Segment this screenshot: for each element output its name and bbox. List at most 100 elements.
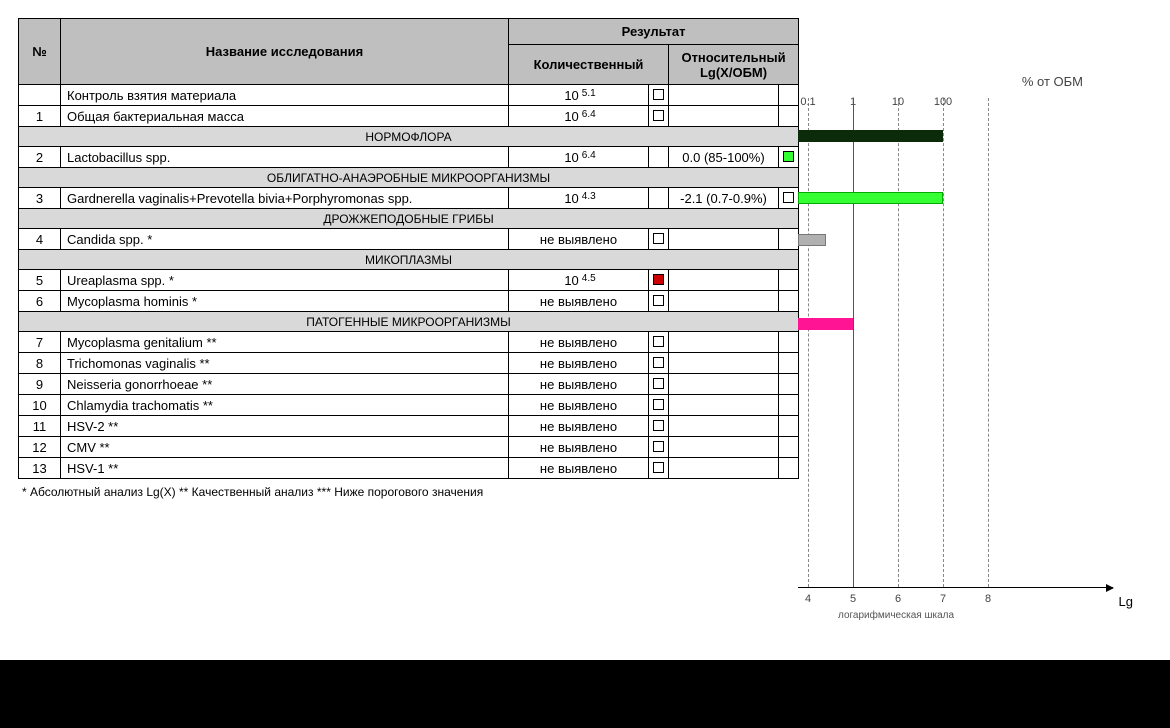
status-marker — [653, 336, 664, 347]
row-mark2 — [779, 147, 799, 168]
row-mark — [649, 437, 669, 458]
row-mark2 — [779, 332, 799, 353]
tick-bottom: 4 — [805, 593, 811, 605]
tick-bottom: 6 — [895, 593, 901, 605]
row-name: HSV-1 ** — [61, 458, 509, 479]
row-name: Mycoplasma genitalium ** — [61, 332, 509, 353]
row-qty: 106.4 — [509, 147, 649, 168]
status-marker — [653, 441, 664, 452]
row-name: Chlamydia trachomatis ** — [61, 395, 509, 416]
table-row: 7Mycoplasma genitalium **не выявлено — [19, 332, 799, 353]
section-row: ДРОЖЖЕПОДОБНЫЕ ГРИБЫ — [19, 209, 799, 229]
row-name: Контроль взятия материала — [61, 85, 509, 106]
row-mark2 — [779, 458, 799, 479]
row-qty: не выявлено — [509, 291, 649, 312]
row-qty: не выявлено — [509, 353, 649, 374]
row-qty: не выявлено — [509, 395, 649, 416]
status-marker — [653, 399, 664, 410]
row-mark — [649, 106, 669, 127]
qty-base: 10 — [564, 273, 578, 288]
row-qty: не выявлено — [509, 416, 649, 437]
qty-text: не выявлено — [540, 377, 617, 392]
row-rel — [669, 106, 779, 127]
row-num: 10 — [19, 395, 61, 416]
qty-base: 10 — [564, 191, 578, 206]
tick-bottom: 5 — [850, 593, 856, 605]
table-row: 3Gardnerella vaginalis+Prevotella bivia+… — [19, 188, 799, 209]
row-mark2 — [779, 85, 799, 106]
row-num: 5 — [19, 270, 61, 291]
section-title: НОРМОФЛОРА — [19, 127, 799, 147]
row-name: Neisseria gonorrhoeae ** — [61, 374, 509, 395]
row-mark2 — [779, 229, 799, 250]
status-marker — [653, 233, 664, 244]
row-mark — [649, 229, 669, 250]
section-row: ПАТОГЕННЫЕ МИКРООРГАНИЗМЫ — [19, 312, 799, 332]
row-name: Mycoplasma hominis * — [61, 291, 509, 312]
results-table-container: № Название исследования Результат Количе… — [18, 18, 798, 652]
section-title: МИКОПЛАЗМЫ — [19, 250, 799, 270]
header-result: Результат — [509, 19, 799, 45]
status-marker — [653, 378, 664, 389]
row-mark2 — [779, 437, 799, 458]
row-num — [19, 85, 61, 106]
row-mark — [649, 416, 669, 437]
row-qty: не выявлено — [509, 437, 649, 458]
row-name: Gardnerella vaginalis+Prevotella bivia+P… — [61, 188, 509, 209]
row-mark — [649, 291, 669, 312]
qty-text: не выявлено — [540, 356, 617, 371]
qty-text: не выявлено — [540, 440, 617, 455]
header-num: № — [19, 19, 61, 85]
row-num: 11 — [19, 416, 61, 437]
row-name: CMV ** — [61, 437, 509, 458]
table-row: 12CMV ** не выявлено — [19, 437, 799, 458]
header-qty: Количественный — [509, 45, 669, 85]
row-mark — [649, 270, 669, 291]
row-qty: 104.5 — [509, 270, 649, 291]
row-rel — [669, 270, 779, 291]
status-marker — [653, 462, 664, 473]
chart-bar — [798, 192, 943, 204]
row-name: Ureaplasma spp. * — [61, 270, 509, 291]
log-scale-label: логарифмическая шкала — [838, 610, 954, 621]
row-qty: не выявлено — [509, 374, 649, 395]
section-title: ДРОЖЖЕПОДОБНЫЕ ГРИБЫ — [19, 209, 799, 229]
row-mark2 — [779, 270, 799, 291]
status-marker — [783, 192, 794, 203]
qty-base: 10 — [564, 150, 578, 165]
row-qty: не выявлено — [509, 458, 649, 479]
table-row: 10Chlamydia trachomatis **не выявлено — [19, 395, 799, 416]
status-marker — [653, 274, 664, 285]
grid-line — [943, 98, 944, 587]
tick-top: 0.1 — [800, 96, 815, 108]
row-qty: 105.1 — [509, 85, 649, 106]
row-mark — [649, 332, 669, 353]
section-row: МИКОПЛАЗМЫ — [19, 250, 799, 270]
row-num: 12 — [19, 437, 61, 458]
row-rel: 0.0 (85-100%) — [669, 147, 779, 168]
row-mark — [649, 85, 669, 106]
row-mark2 — [779, 353, 799, 374]
qty-base: 10 — [564, 88, 578, 103]
qty-exp: 6.4 — [582, 150, 596, 161]
row-mark2 — [779, 106, 799, 127]
row-rel — [669, 229, 779, 250]
grid-line — [898, 98, 899, 587]
qty-text: не выявлено — [540, 461, 617, 476]
chart-bar — [798, 234, 826, 246]
table-row: 8Trichomonas vaginalis **не выявлено — [19, 353, 799, 374]
row-rel — [669, 416, 779, 437]
row-num: 2 — [19, 147, 61, 168]
table-row: 9Neisseria gonorrhoeae **не выявлено — [19, 374, 799, 395]
section-title: ОБЛИГАТНО-АНАЭРОБНЫЕ МИКРООРГАНИЗМЫ — [19, 168, 799, 188]
axis-line — [853, 98, 854, 587]
row-name: Lactobacillus spp. — [61, 147, 509, 168]
qty-exp: 4.5 — [582, 273, 596, 284]
status-marker — [653, 295, 664, 306]
row-mark2 — [779, 416, 799, 437]
qty-exp: 5.1 — [582, 88, 596, 99]
row-num: 7 — [19, 332, 61, 353]
lg-label: Lg — [1119, 594, 1133, 609]
chart-container: % от ОБМ Lg логарифмическая шкала 0.1415… — [798, 18, 1133, 652]
grid-line — [808, 98, 809, 587]
